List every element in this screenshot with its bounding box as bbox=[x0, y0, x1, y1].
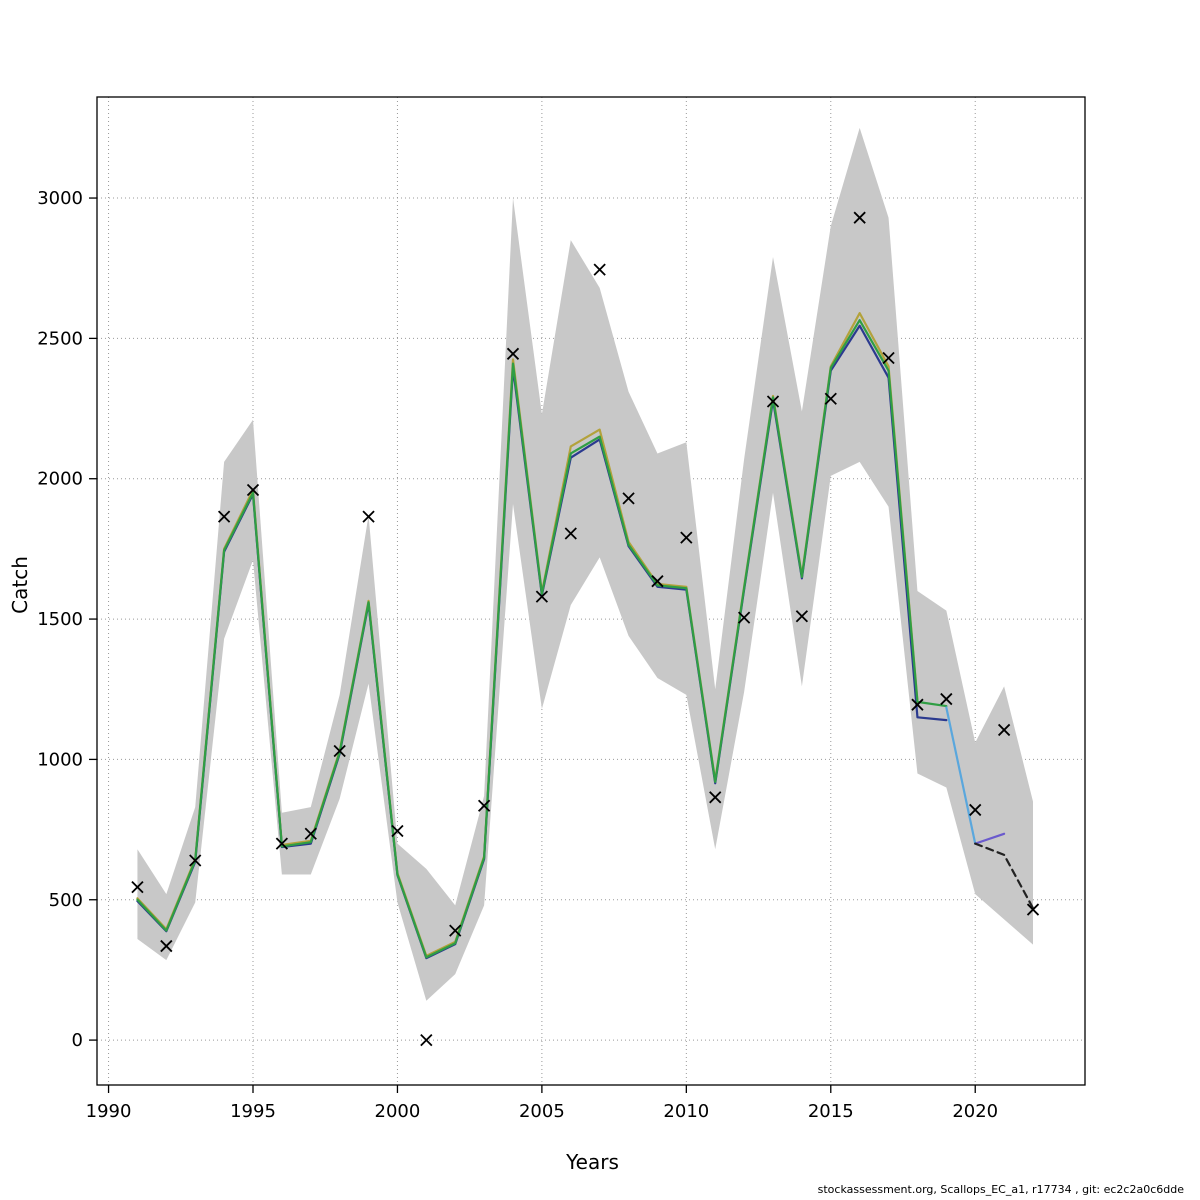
series-forecast-dashed-black bbox=[974, 842, 1035, 910]
x-tick-label: 2010 bbox=[663, 1101, 709, 1122]
x-axis: 1990 1995 2000 2005 2010 2015 2020 bbox=[86, 1085, 998, 1122]
x-tick-label: 2015 bbox=[808, 1101, 854, 1122]
y-tick-label: 2500 bbox=[37, 328, 83, 349]
x-tick-label: 1995 bbox=[230, 1101, 276, 1122]
y-axis-title: Catch bbox=[8, 556, 32, 614]
x-axis-title: Years bbox=[566, 1150, 619, 1174]
y-tick-label: 500 bbox=[49, 890, 83, 911]
grid bbox=[97, 97, 1085, 1085]
y-tick-label: 1500 bbox=[37, 609, 83, 630]
footer-attribution: stockassessment.org, Scallops_EC_a1, r17… bbox=[817, 1183, 1184, 1196]
series-forecast-lightblue bbox=[945, 706, 977, 845]
x-tick-label: 2020 bbox=[952, 1101, 998, 1122]
y-tick-label: 3000 bbox=[37, 188, 83, 209]
y-tick-label: 0 bbox=[72, 1030, 83, 1051]
y-tick-label: 1000 bbox=[37, 749, 83, 770]
plot-border bbox=[96, 96, 1086, 1086]
y-axis: 0 500 1000 1500 2000 2500 3000 bbox=[37, 188, 97, 1051]
series-forecast-purple bbox=[974, 832, 1006, 845]
x-tick-label: 2000 bbox=[375, 1101, 421, 1122]
confidence-band bbox=[137, 127, 1033, 1001]
series-fit-green bbox=[136, 319, 948, 959]
x-tick-label: 2005 bbox=[519, 1101, 565, 1122]
observation-markers bbox=[131, 211, 1040, 1047]
x-tick-label: 1990 bbox=[86, 1101, 132, 1122]
y-tick-label: 2000 bbox=[37, 469, 83, 490]
